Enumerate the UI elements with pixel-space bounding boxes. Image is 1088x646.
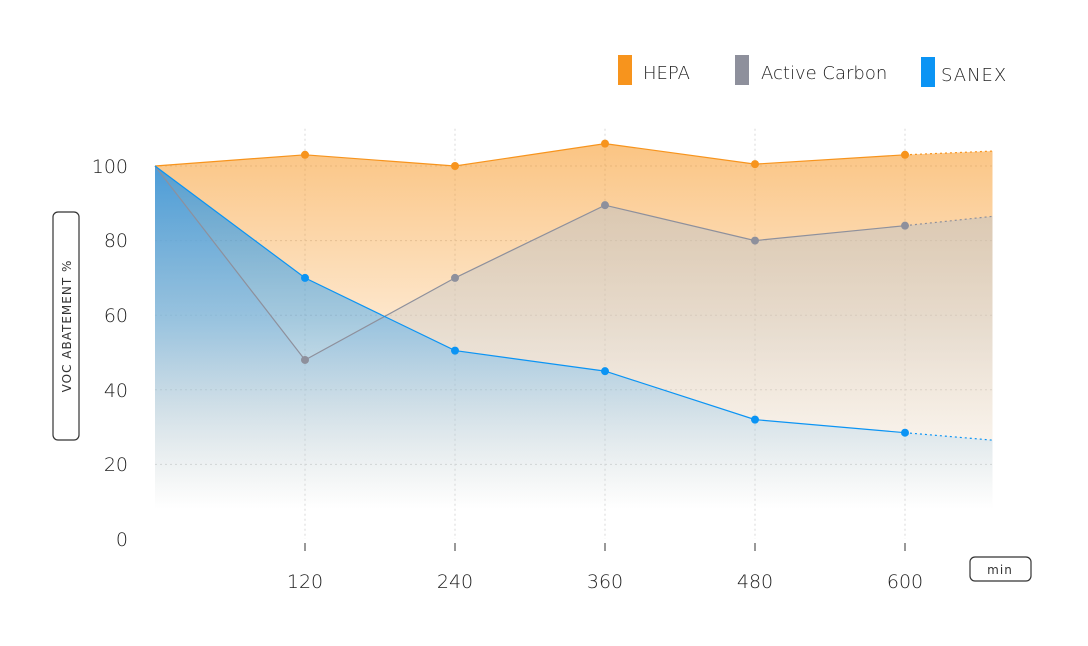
- y-tick-label-100: 100: [92, 156, 128, 178]
- data-point-active-carbon-480: [751, 236, 759, 245]
- series-line-hepa: [154, 142, 906, 167]
- x-tick-label-120: 120: [287, 571, 323, 593]
- x-axis-unit-label: min: [987, 563, 1013, 577]
- x-tick-label-600: 600: [887, 571, 923, 593]
- legend: HEPA Active Carbon SANEX: [618, 55, 1007, 87]
- data-point-sanex-480: [751, 415, 759, 424]
- legend-label-hepa: HEPA: [643, 63, 690, 84]
- data-point-active-carbon-240: [451, 273, 459, 282]
- y-tick-label-80: 80: [104, 230, 128, 252]
- legend-label-sanex: SANEX: [941, 65, 1007, 86]
- legend-swatch-active-carbon: [735, 55, 749, 85]
- legend-swatch-sanex: [921, 57, 935, 87]
- x-tick-label-480: 480: [737, 571, 773, 593]
- data-point-sanex-360: [601, 367, 609, 376]
- area-fills: [155, 143, 993, 510]
- legend-item-hepa: HEPA: [618, 55, 690, 85]
- x-tick-label-360: 360: [587, 571, 623, 593]
- legend-label-active-carbon: Active Carbon: [761, 63, 887, 84]
- x-axis-unit-box: min: [969, 556, 1032, 582]
- y-axis: 0 20 40 60 80 100: [92, 156, 128, 551]
- y-tick-label-60: 60: [104, 305, 128, 327]
- data-point-active-carbon-600: [901, 221, 909, 230]
- series-line-sanex: [154, 165, 906, 434]
- series-lines: [154, 142, 993, 441]
- y-tick-label-40: 40: [104, 380, 128, 402]
- y-tick-label-20: 20: [104, 454, 128, 476]
- legend-item-sanex: SANEX: [921, 57, 1007, 87]
- y-tick-label-0: 0: [116, 529, 128, 551]
- data-point-hepa-240: [451, 162, 459, 170]
- series-line-active-carbon: [154, 165, 906, 361]
- y-axis-title: VOC ABATEMENT %: [60, 260, 74, 393]
- legend-item-active-carbon: Active Carbon: [735, 55, 887, 85]
- y-axis-title-box: VOC ABATEMENT %: [52, 211, 80, 441]
- data-point-sanex-600: [901, 428, 909, 437]
- x-axis: 120 240 360 480 600: [287, 571, 923, 593]
- data-point-sanex-240: [451, 346, 459, 355]
- data-point-hepa-480: [751, 160, 759, 169]
- data-point-sanex-120: [301, 273, 309, 282]
- data-point-active-carbon-360: [601, 201, 609, 210]
- data-point-hepa-360: [601, 139, 609, 148]
- data-point-active-carbon-120: [301, 355, 309, 364]
- data-point-hepa-120: [301, 150, 309, 159]
- x-tick-label-240: 240: [437, 571, 473, 593]
- data-points: [301, 139, 909, 437]
- legend-swatch-hepa: [618, 55, 632, 85]
- area-fill-sanex: [155, 166, 993, 510]
- data-point-hepa-600: [901, 150, 909, 159]
